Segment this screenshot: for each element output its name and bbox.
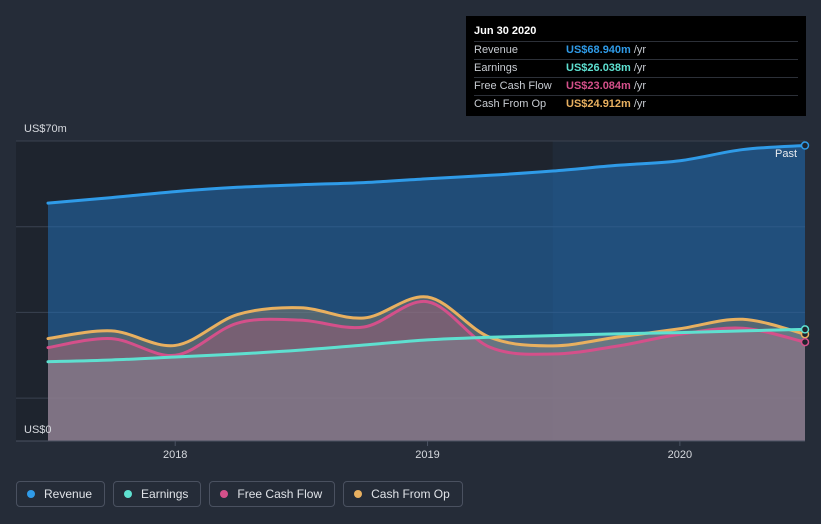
x-axis-ticks: 2018 2019 2020	[163, 441, 692, 461]
earnings-end-dot	[800, 325, 810, 334]
tooltip-row-cash-from-op: Cash From Op US$24.912m /yr	[474, 95, 798, 113]
series-lines	[46, 144, 807, 364]
cash-from-op-area	[48, 296, 805, 441]
tooltip: Jun 30 2020 Revenue US$68.940m /yr Earni…	[466, 16, 806, 116]
tooltip-value: US$23.084m	[566, 80, 631, 92]
legend-item-revenue[interactable]: Revenue	[16, 481, 106, 507]
tooltip-label: Revenue	[474, 44, 519, 56]
legend-label: Free Cash Flow	[237, 487, 323, 501]
tooltip-unit: /yr	[633, 62, 647, 74]
tooltip-label: Free Cash Flow	[474, 80, 552, 92]
earnings-area	[48, 329, 805, 441]
tooltip-label: Earnings	[474, 62, 518, 74]
free-cash-flow-area	[48, 301, 805, 441]
free-cash-flow-line	[46, 300, 807, 357]
earnings-line	[46, 327, 807, 364]
x-tick-label: 2018	[163, 449, 187, 461]
legend-dot-icon	[354, 490, 363, 498]
revenue-end-dot	[800, 141, 810, 150]
legend-item-earnings[interactable]: Earnings	[113, 481, 202, 507]
past-label: Past	[775, 148, 797, 160]
x-tick-label: 2020	[668, 449, 692, 461]
legend-dot-icon	[27, 490, 35, 498]
series-areas	[48, 145, 805, 442]
cash-from-op-line	[46, 295, 807, 348]
legend-item-free-cash-flow[interactable]: Free Cash Flow	[209, 481, 336, 507]
legend-dot-icon	[220, 490, 229, 498]
revenue-area	[48, 145, 805, 442]
tooltip-date: Jun 30 2020	[474, 25, 537, 37]
tooltip-value: US$24.912m	[566, 98, 631, 110]
tooltip-value: US$26.038m	[566, 62, 631, 74]
free-cash-flow-end-dot	[800, 337, 810, 347]
tooltip-row-earnings: Earnings US$26.038m /yr	[474, 59, 798, 77]
legend-label: Revenue	[44, 487, 93, 501]
x-tick-label: 2019	[415, 449, 439, 461]
series-end-markers	[800, 141, 810, 347]
tooltip-row-revenue: Revenue US$68.940m /yr	[474, 41, 798, 59]
tooltip-label: Cash From Op	[474, 98, 547, 110]
tooltip-unit: /yr	[633, 98, 647, 110]
revenue-line	[46, 144, 807, 205]
tooltip-value: US$68.940m	[566, 44, 631, 56]
tooltip-row-free-cash-flow: Free Cash Flow US$23.084m /yr	[474, 77, 798, 95]
tooltip-unit: /yr	[633, 44, 647, 56]
legend-label: Earnings	[141, 487, 189, 501]
legend-label: Cash From Op	[371, 487, 450, 501]
legend-item-cash-from-op[interactable]: Cash From Op	[343, 481, 463, 507]
y-axis-min-label: US$0	[24, 424, 52, 436]
legend-dot-icon	[124, 490, 133, 498]
tooltip-unit: /yr	[633, 80, 647, 92]
y-axis-max-label: US$70m	[24, 123, 67, 135]
legend: Revenue Earnings Free Cash Flow Cash Fro…	[16, 481, 463, 507]
